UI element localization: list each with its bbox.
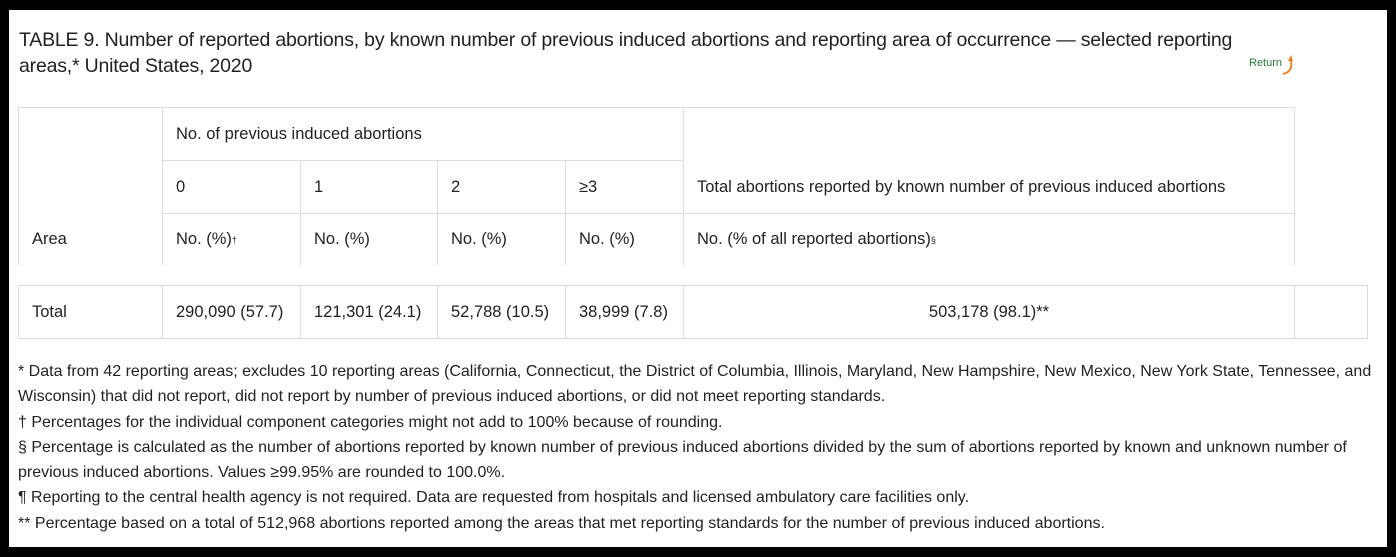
footnote: § Percentage is calculated as the number…: [18, 438, 1347, 482]
unit-total: No. (% of all reported abortions) §: [683, 213, 1295, 265]
header-col-0: 0: [162, 160, 301, 214]
header-col-3: ≥3: [565, 160, 684, 214]
header-total: Total abortions reported by known number…: [683, 107, 1295, 214]
page: TABLE 9. Number of reported abortions, b…: [9, 10, 1387, 547]
return-arrow-icon[interactable]: [1279, 52, 1295, 76]
unit-col-1: No. (%): [300, 213, 438, 265]
header-area: Area: [18, 107, 163, 265]
section-mark: §: [930, 234, 936, 245]
row-total: 503,178 (98.1)**: [683, 285, 1295, 339]
row-value-0: 290,090 (57.7): [162, 285, 301, 339]
row-value-3: 38,999 (7.8): [565, 285, 684, 339]
footnote: † Percentages for the individual compone…: [18, 413, 723, 431]
footnote: ** Percentage based on a total of 512,96…: [18, 514, 1105, 532]
row-value-1: 121,301 (24.1): [300, 285, 438, 339]
dagger-mark: †: [231, 234, 237, 245]
header-col-2: 2: [437, 160, 566, 214]
footnote: * Data from 42 reporting areas; excludes…: [18, 363, 1372, 406]
return-link[interactable]: Return: [1249, 57, 1283, 69]
table-title: TABLE 9. Number of reported abortions, b…: [19, 29, 1233, 77]
header-group: No. of previous induced abortions: [162, 107, 684, 161]
row-value-2: 52,788 (10.5): [437, 285, 566, 339]
row-area: Total: [18, 285, 163, 339]
unit-total-label: No. (% of all reported abortions): [697, 230, 931, 248]
unit-col-2: No. (%): [437, 213, 566, 265]
footnote: ¶ Reporting to the central health agency…: [18, 489, 970, 507]
unit-col-0: No. (%) †: [162, 213, 301, 265]
unit-col-3: No. (%): [565, 213, 684, 265]
unit-label: No. (%): [176, 230, 232, 248]
footnotes: * Data from 42 reporting areas; excludes…: [18, 359, 1378, 536]
header-col-1: 1: [300, 160, 438, 214]
